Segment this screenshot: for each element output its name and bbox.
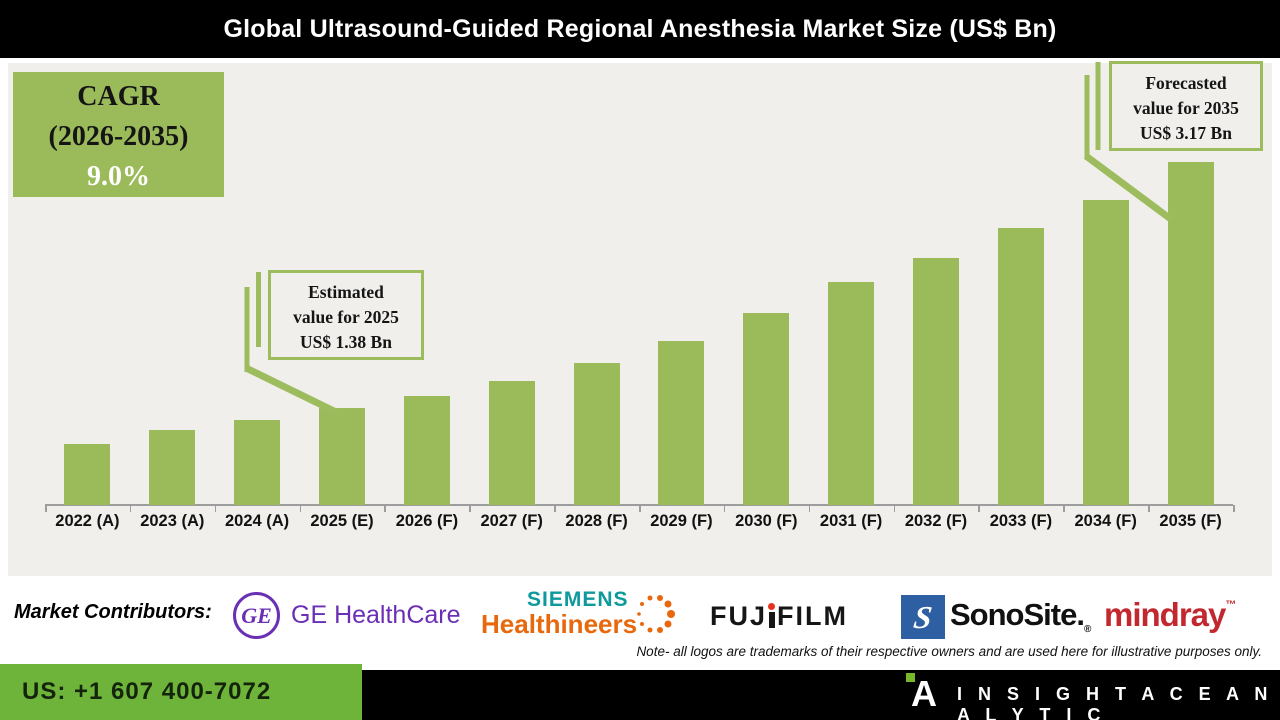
healthineers-wordmark: Healthineers	[481, 609, 638, 639]
siemens-dots-icon	[637, 595, 675, 633]
page-title: Global Ultrasound-Guided Regional Anesth…	[223, 14, 1057, 43]
callout-line: value for 2025	[293, 306, 399, 327]
ge-monogram-letters: GE	[241, 602, 272, 628]
sonosite-glyph: S	[911, 598, 935, 635]
contributors-label: Market Contributors:	[14, 601, 212, 623]
sonosite-wordmark: SonoSite.®	[950, 597, 1091, 636]
siemens-wordmark: SIEMENS	[527, 588, 629, 611]
sonosite-text: SonoSite.	[950, 597, 1085, 632]
cagr-title: CAGR	[77, 81, 160, 112]
footer-brand-bar	[362, 670, 1280, 720]
brand-name: I N S I G H T A C E A N A L Y T I C	[957, 684, 1273, 720]
mindray-text: mindray	[1104, 596, 1226, 633]
mindray-wordmark: mindray™	[1104, 596, 1236, 634]
callout-line: US$ 3.17 Bn	[1140, 122, 1232, 143]
cagr-value: 9.0%	[87, 160, 150, 192]
sonosite-registered-mark: ®	[1083, 624, 1091, 636]
fujifilm-i-icon	[767, 601, 777, 628]
phone-number: US: +1 607 400-7072	[22, 678, 272, 705]
fujifilm-wordmark: FUJ FILM	[710, 601, 848, 632]
callout-forecasted-2035: Forecasted value for 2035 US$ 3.17 Bn	[1109, 61, 1263, 151]
trademark-note: Note- all logos are trademarks of their …	[636, 644, 1262, 659]
callout-line: US$ 1.38 Bn	[300, 331, 392, 352]
callout-line: value for 2035	[1133, 97, 1239, 118]
ge-healthcare-wordmark: GE HealthCare	[291, 601, 461, 629]
fujifilm-part2: FILM	[777, 601, 848, 631]
fujifilm-part1: FUJ	[710, 601, 768, 631]
insight-ace-logo-letter: A	[911, 673, 937, 714]
insight-ace-logo-icon: A	[905, 673, 945, 716]
sonosite-square-icon: S	[901, 595, 945, 639]
footer-phone-box: US: +1 607 400-7072	[0, 664, 362, 720]
callout-line: Forecasted	[1145, 73, 1227, 93]
header-bar: Global Ultrasound-Guided Regional Anesth…	[0, 0, 1280, 58]
ge-monogram-icon: GE	[233, 592, 280, 639]
cagr-period: (2026-2035)	[48, 120, 189, 152]
cagr-box: CAGR (2026-2035) 9.0%	[13, 72, 224, 197]
callout-estimated-2025: Estimated value for 2025 US$ 1.38 Bn	[268, 270, 424, 360]
callout-line: Estimated	[308, 282, 384, 302]
insight-ace-logo-square	[906, 673, 915, 682]
x-axis	[45, 504, 1233, 506]
mindray-trademark-mark: ™	[1225, 599, 1236, 611]
